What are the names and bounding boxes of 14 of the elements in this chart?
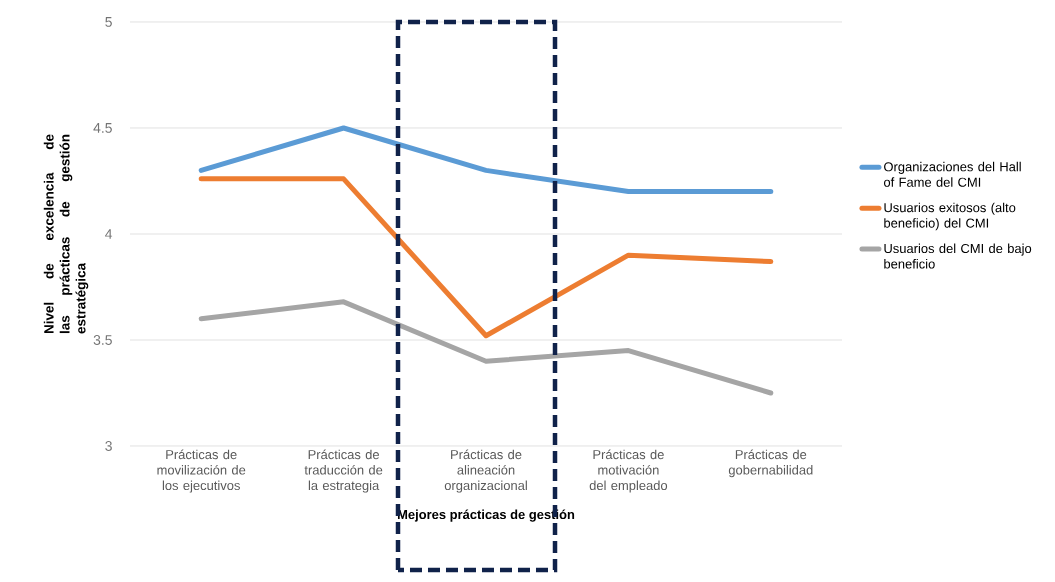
x-tick-label: Prácticas de alineación organizacional — [444, 449, 527, 493]
legend-label: Usuarios del CMI de bajo beneficio — [884, 243, 1032, 269]
y-tick-label: 4.5 — [93, 123, 112, 133]
y-tick-label: 4 — [105, 229, 113, 239]
y-tick-label: 3.5 — [93, 335, 112, 345]
x-tick-label: Prácticas de movilización de los ejecutivos — [157, 449, 246, 493]
y-tick-label: 3 — [105, 441, 112, 451]
x-tick-label: Prácticas de gobernabilidad — [728, 449, 813, 478]
y-axis-title: Nivel de excelencia de las prácticas de gestión estratégica — [43, 134, 89, 334]
legend-label: Organizaciones del Hall of Fame del CMI — [883, 161, 1021, 187]
y-tick-label: 5 — [105, 17, 112, 27]
x-tick-label: Prácticas de traducción de la estrategia — [304, 449, 383, 493]
x-tick-label: Prácticas de motivación del empleado — [589, 449, 668, 493]
legend-label: Usuarios exitosos (alto beneficio) del CMI — [884, 202, 1016, 231]
